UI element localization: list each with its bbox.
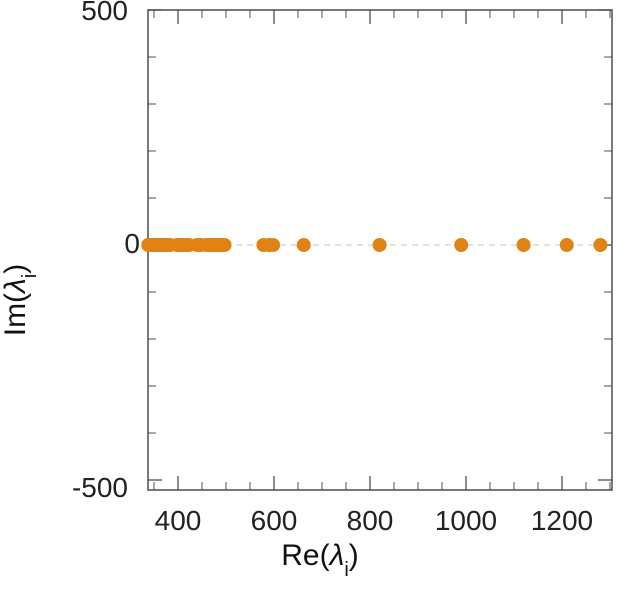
x-axis-tick-label-600: 600: [251, 505, 298, 536]
x-axis-tick-labels: 400 600 800 1000 1200: [155, 505, 594, 536]
x-axis-tick-label-1200: 1200: [531, 505, 593, 536]
y-axis-title-close: ): [0, 264, 32, 274]
x-axis-tick-label-800: 800: [347, 505, 394, 536]
svg-text:Im(λi): Im(λi): [0, 264, 41, 337]
x-axis-title: Re(λi): [281, 539, 359, 581]
y-axis-label-bottom: -500: [72, 472, 128, 503]
x-axis-major-ticks-bottom: [178, 476, 562, 490]
eigenvalue-point-29[interactable]: [297, 238, 311, 252]
eigenvalue-point-28[interactable]: [266, 238, 280, 252]
x-axis-title-main: Re(: [281, 539, 329, 572]
eigenvalue-point-25[interactable]: [218, 238, 232, 252]
x-axis-major-ticks-top: [178, 10, 562, 24]
svg-text:Re(λi): Re(λi): [281, 539, 359, 581]
y-axis-title-lambda: λ: [0, 278, 32, 295]
y-axis-label-zero: 0: [124, 228, 140, 259]
x-axis-title-close: ): [349, 539, 359, 572]
eigenvalue-point-34[interactable]: [593, 238, 607, 252]
eigenvalue-point-33[interactable]: [560, 238, 574, 252]
eigenvalue-point-31[interactable]: [454, 238, 468, 252]
y-axis-title: Im(λi): [0, 264, 41, 337]
y-axis-label-top: 500: [81, 0, 128, 26]
x-axis-tick-label-1000: 1000: [435, 505, 497, 536]
y-axis-title-main: Im(: [0, 293, 32, 336]
x-axis-tick-label-400: 400: [155, 505, 202, 536]
eigenvalue-point-32[interactable]: [517, 238, 531, 252]
x-axis-title-lambda: λ: [328, 539, 345, 572]
x-axis-minor-ticks-bottom: [154, 482, 610, 490]
eigenvalue-point-30[interactable]: [373, 238, 387, 252]
scatter-plot-svg: 400 600 800 1000 1200 500 0 -500 Re(λi) Im(λ…: [0, 0, 641, 600]
scatter-plot-container: 400 600 800 1000 1200 500 0 -500 Re(λi) Im(λ…: [0, 0, 641, 600]
x-axis-minor-ticks-top: [154, 10, 610, 18]
